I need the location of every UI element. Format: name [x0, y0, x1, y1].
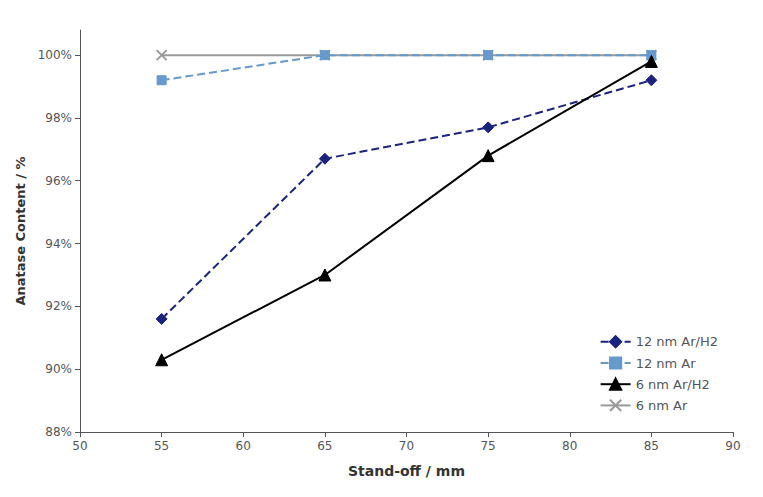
- svg-text:70: 70: [399, 439, 414, 453]
- svg-text:96%: 96%: [45, 174, 72, 188]
- svg-text:92%: 92%: [45, 299, 72, 313]
- svg-text:12 nm Ar: 12 nm Ar: [636, 356, 697, 371]
- svg-text:85: 85: [644, 439, 659, 453]
- svg-text:6 nm Ar: 6 nm Ar: [636, 398, 688, 413]
- svg-text:60: 60: [236, 439, 251, 453]
- svg-text:12 nm Ar/H2: 12 nm Ar/H2: [636, 334, 718, 349]
- svg-text:88%: 88%: [45, 425, 72, 439]
- svg-text:6 nm Ar/H2: 6 nm Ar/H2: [636, 377, 710, 392]
- svg-text:Anatase Content / %: Anatase Content / %: [13, 156, 28, 305]
- svg-text:98%: 98%: [45, 111, 72, 125]
- svg-text:80: 80: [562, 439, 577, 453]
- svg-text:50: 50: [72, 439, 87, 453]
- svg-text:94%: 94%: [45, 237, 72, 251]
- svg-text:90: 90: [725, 439, 740, 453]
- svg-text:75: 75: [480, 439, 495, 453]
- svg-text:Stand-off / mm: Stand-off / mm: [348, 463, 465, 479]
- svg-text:55: 55: [154, 439, 169, 453]
- svg-text:65: 65: [317, 439, 332, 453]
- svg-text:90%: 90%: [45, 362, 72, 376]
- svg-text:100%: 100%: [38, 48, 72, 62]
